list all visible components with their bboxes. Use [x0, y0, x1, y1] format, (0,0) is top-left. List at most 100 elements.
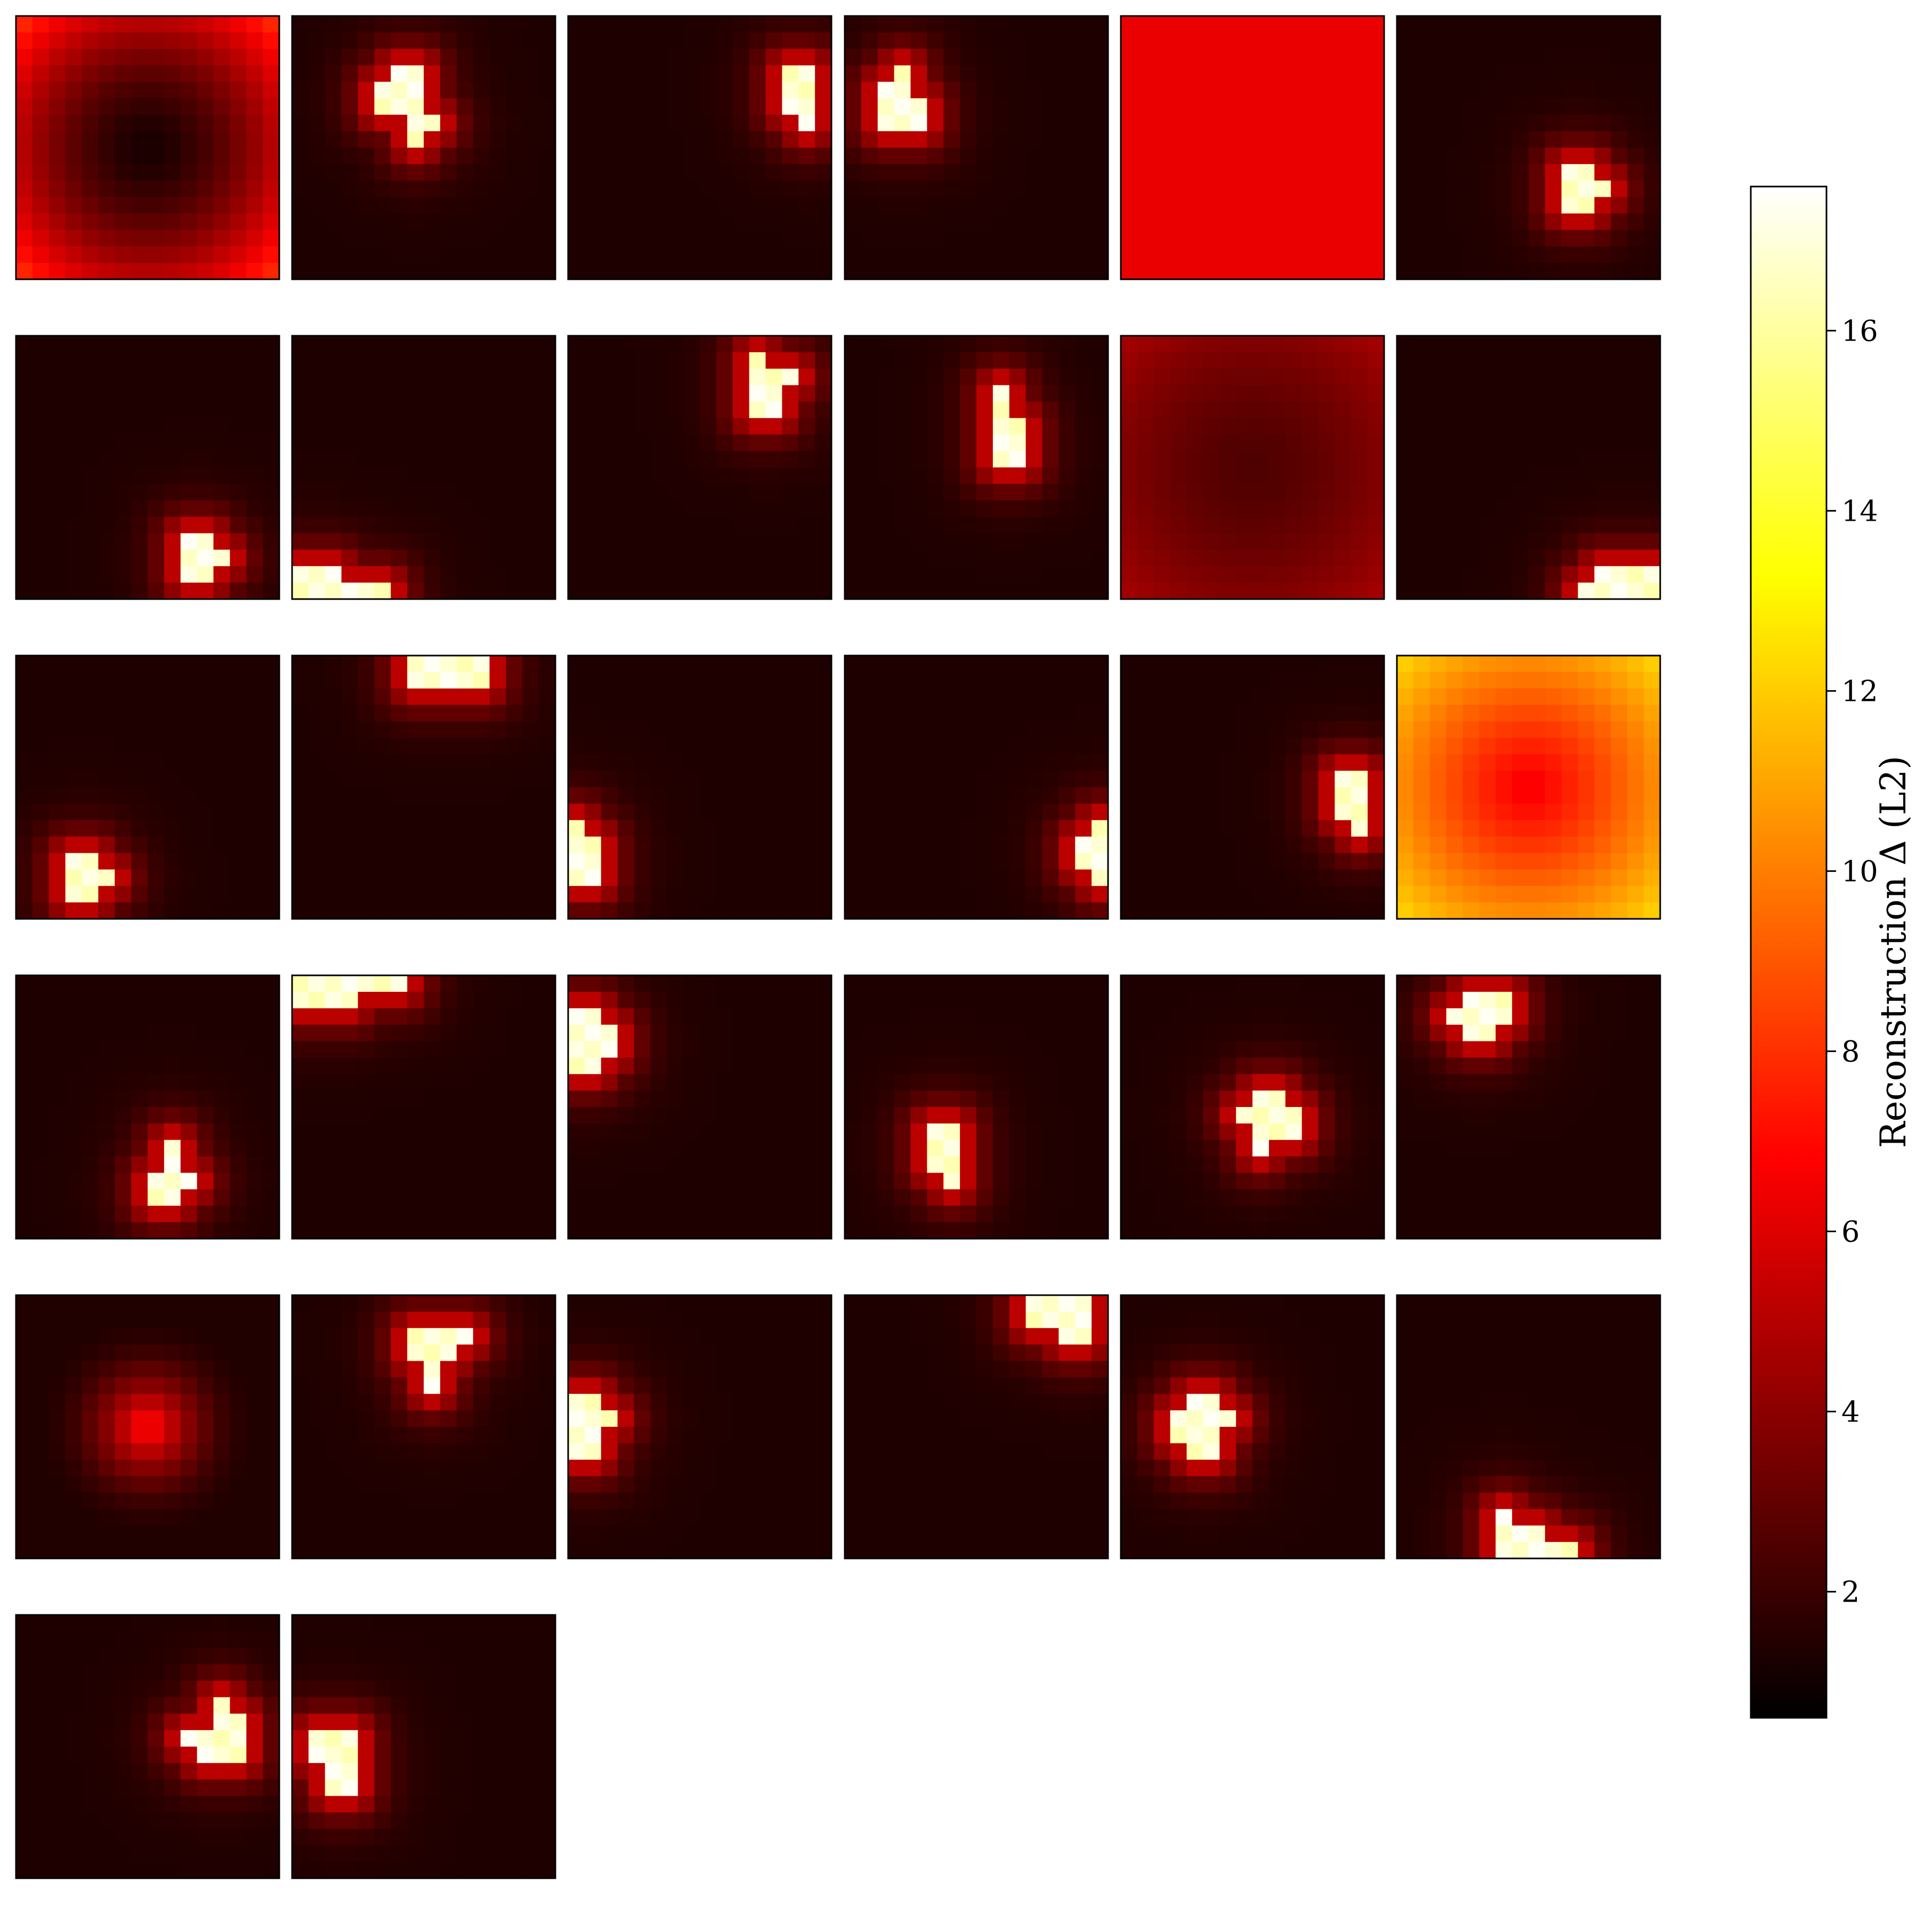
heatmap-cell — [473, 418, 490, 435]
heatmap-cell — [456, 213, 474, 230]
heatmap-cell — [16, 336, 33, 353]
heatmap-cell — [1611, 467, 1628, 484]
heatmap-cell — [440, 164, 457, 181]
heatmap-cell — [1413, 738, 1430, 755]
heatmap-cell — [473, 32, 490, 50]
heatmap-cell — [230, 483, 247, 501]
heatmap-cell — [424, 336, 441, 353]
heatmap-cell — [308, 65, 326, 83]
heatmap-cell — [765, 583, 782, 600]
heatmap-cell — [683, 49, 700, 66]
heatmap-cell — [1462, 550, 1480, 567]
heatmap-cell — [782, 566, 799, 583]
heatmap-cell — [539, 230, 556, 247]
heatmap-cell — [456, 82, 474, 99]
heatmap-cell — [308, 836, 326, 854]
heatmap-cell — [522, 975, 539, 992]
heatmap-cell — [1512, 230, 1529, 247]
heatmap-cell — [440, 148, 457, 165]
heatmap-cell — [131, 336, 148, 353]
heatmap-cell — [1121, 336, 1138, 353]
heatmap-cell — [1446, 434, 1464, 451]
heatmap-cell — [213, 869, 230, 886]
heatmap-cell — [115, 434, 132, 451]
heatmap-cell — [910, 688, 927, 706]
heatmap-cell — [424, 672, 441, 689]
heatmap-cell — [489, 368, 506, 386]
heatmap-cell — [341, 401, 359, 418]
heatmap-cell — [601, 516, 618, 534]
heatmap-cell — [48, 500, 66, 518]
heatmap-cell — [358, 583, 375, 600]
heatmap-cell — [180, 115, 198, 132]
heatmap-cell — [1397, 656, 1414, 673]
heatmap-cell — [1137, 836, 1154, 854]
heatmap-cell — [1302, 49, 1319, 66]
heatmap-cell — [358, 115, 375, 132]
heatmap-cell — [506, 65, 523, 83]
heatmap-cell — [230, 533, 247, 550]
heatmap-cell — [473, 1008, 490, 1025]
heatmap-cell — [131, 115, 148, 132]
heatmap-cell — [798, 869, 815, 886]
heatmap-cell — [1611, 164, 1628, 181]
heatmap-cell — [1351, 533, 1368, 550]
heatmap-cell — [1351, 721, 1368, 738]
heatmap-cell — [65, 787, 83, 804]
heatmap-panel — [1120, 15, 1385, 280]
heatmap-cell — [815, 352, 832, 369]
heatmap-cell — [732, 148, 750, 165]
heatmap-cell — [1153, 516, 1171, 534]
heatmap-cell — [568, 434, 585, 451]
heatmap-cell — [1368, 115, 1385, 132]
heatmap-cell — [82, 803, 99, 821]
heatmap-cell — [48, 368, 66, 386]
heatmap-cell — [308, 1024, 326, 1042]
heatmap-cell — [489, 451, 506, 468]
heatmap-cell — [48, 131, 66, 148]
heatmap-cell — [1545, 836, 1562, 854]
heatmap-cell — [1611, 902, 1628, 919]
heatmap-cell — [650, 550, 667, 567]
heatmap-cell — [539, 368, 556, 386]
heatmap-cell — [1351, 500, 1368, 518]
heatmap-cell — [1644, 82, 1661, 99]
heatmap-cell — [1429, 754, 1447, 771]
heatmap-cell — [910, 787, 927, 804]
heatmap-cell — [246, 853, 263, 870]
heatmap-cell — [489, 771, 506, 788]
heatmap-cell — [617, 246, 635, 263]
heatmap-cell — [617, 467, 635, 484]
heatmap-cell — [1578, 500, 1595, 518]
heatmap-cell — [1121, 131, 1138, 148]
heatmap-cell — [1512, 418, 1529, 435]
heatmap-cell — [1302, 263, 1319, 280]
heatmap-cell — [617, 82, 635, 99]
heatmap-cell — [1302, 550, 1319, 567]
heatmap-cell — [1368, 451, 1385, 468]
heatmap-cell — [1479, 836, 1496, 854]
heatmap-cell — [1644, 213, 1661, 230]
heatmap-cell — [910, 583, 927, 600]
heatmap-cell — [960, 164, 977, 181]
heatmap-cell — [424, 451, 441, 468]
panel-frame — [291, 15, 556, 280]
heatmap-cell — [473, 230, 490, 247]
heatmap-cell — [765, 672, 782, 689]
heatmap-cell — [358, 368, 375, 386]
heatmap-cell — [568, 98, 585, 115]
heatmap-cell — [98, 263, 115, 280]
heatmap-cell — [1594, 213, 1611, 230]
heatmap-cell — [1186, 754, 1203, 771]
heatmap-cell — [910, 263, 927, 280]
heatmap-cell — [131, 991, 148, 1009]
heatmap-cell — [65, 1189, 83, 1206]
heatmap-cell — [473, 688, 490, 706]
heatmap-cell — [1545, 98, 1562, 115]
heatmap-cell — [1561, 418, 1579, 435]
heatmap-cell — [1578, 467, 1595, 484]
heatmap-cell — [765, 550, 782, 567]
heatmap-cell — [115, 213, 132, 230]
heatmap-cell — [845, 787, 862, 804]
heatmap-cell — [213, 566, 230, 583]
